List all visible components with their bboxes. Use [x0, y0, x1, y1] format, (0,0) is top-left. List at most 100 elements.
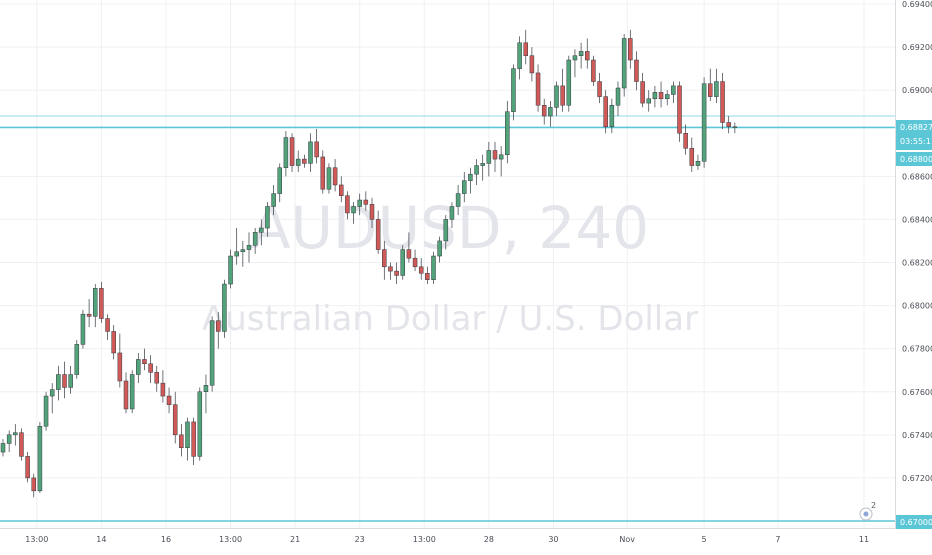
candle-body [658, 92, 664, 100]
time-tick-label: 5 [702, 535, 707, 544]
watermark: AUDUSD, 240 Australian Dollar / U.S. Dol… [202, 194, 698, 339]
time-tick-label: 14 [96, 535, 106, 544]
candle-body [517, 42, 522, 69]
candle-body [505, 111, 510, 156]
candle-body [6, 434, 12, 444]
candle-body [289, 137, 295, 166]
candle-body [394, 270, 399, 276]
candle-body [603, 96, 608, 128]
level-price-label: 0.68800 [900, 155, 932, 164]
price-axis[interactable]: 0.69400 0.69200 0.69000 0.68600 0.68400 0.682… [902, 0, 932, 483]
candle-body [13, 432, 18, 436]
candle-body [375, 219, 381, 250]
candle-body [369, 204, 375, 220]
candle-body [431, 255, 436, 280]
candle-body [492, 150, 498, 160]
candle-body [621, 38, 627, 89]
candle-body [240, 249, 246, 252]
candle-body [234, 251, 239, 257]
candle-body [117, 352, 123, 382]
watermark-symbol: AUDUSD, 240 [251, 194, 649, 262]
candle-body [209, 320, 215, 386]
price-tick-label: 0.68600 [902, 172, 932, 181]
bottom-price-label-bg [896, 515, 932, 529]
candle-body [412, 257, 418, 268]
candle-body [105, 318, 110, 332]
time-tick-label: 30 [548, 535, 558, 544]
candle-body [591, 59, 596, 82]
candle-body [31, 477, 36, 492]
time-tick-label: 21 [290, 535, 300, 544]
candle-body [148, 363, 153, 373]
time-axis[interactable]: 13:00 14 16 13:00 21 23 13:00 28 30 Nov 5 7 11 [25, 535, 869, 544]
candle-body [511, 68, 516, 112]
price-tick-label: 0.67400 [902, 431, 932, 440]
candle-body [634, 59, 639, 82]
candle-body [332, 167, 338, 186]
candle-body [246, 245, 252, 250]
candle-body [683, 133, 688, 149]
candle-body [677, 85, 682, 134]
candle-body [363, 199, 369, 205]
candle-body [179, 434, 184, 449]
candle-body [228, 255, 233, 285]
candle-body [111, 331, 116, 354]
candle-body [664, 94, 670, 100]
candle-body [62, 374, 67, 388]
candle-body [578, 51, 584, 56]
candle-body [720, 81, 725, 123]
candle-body [695, 161, 701, 166]
time-tick-label: 13:00 [219, 535, 242, 544]
grid [0, 0, 895, 528]
candle-body [339, 184, 344, 196]
candle-body [308, 141, 313, 164]
candle-body [480, 163, 485, 166]
candle-body [572, 55, 578, 61]
candle-body [474, 165, 479, 175]
candle-body [172, 404, 178, 436]
indicator-badge[interactable]: 2 [859, 501, 876, 521]
level-price-label-bg [896, 152, 932, 166]
price-tick-label: 0.67800 [902, 345, 932, 354]
candle-body [185, 421, 190, 449]
candle-body [566, 59, 572, 106]
time-tick-label: Nov [619, 535, 635, 544]
candle-body [714, 81, 719, 97]
candle-body [646, 98, 651, 104]
candle-body [271, 193, 276, 207]
time-tick-label: 13:00 [25, 535, 48, 544]
time-tick-label: 16 [161, 535, 171, 544]
candle-body [418, 266, 424, 274]
candle-body [726, 122, 731, 128]
indicator-count: 2 [871, 501, 876, 510]
candle-body [449, 206, 455, 220]
candle-body [123, 380, 129, 410]
candle-body [197, 391, 203, 457]
candle-body [468, 173, 473, 181]
candle-body [486, 150, 492, 164]
time-tick-label: 11 [859, 535, 869, 544]
candle-body [529, 55, 535, 74]
candle-body [671, 85, 676, 95]
price-tick-label: 0.67600 [902, 388, 932, 397]
candle-body [314, 141, 319, 158]
candle-body [252, 232, 258, 246]
candle-body [160, 382, 166, 397]
candle-body [129, 374, 135, 410]
countdown-label: 03:55:11 [900, 137, 932, 146]
candle-body [443, 219, 449, 242]
candle-body [345, 195, 350, 214]
candle-body [216, 320, 221, 332]
candle-body [689, 148, 695, 166]
price-tick-label: 0.68400 [902, 215, 932, 224]
candle-body [523, 42, 528, 56]
time-tick-label: 23 [355, 535, 365, 544]
horizontal-lines [0, 115, 895, 522]
price-labels: 0.68827 03:55:11 0.68800 0.67000 [896, 120, 932, 529]
candle-body [25, 456, 30, 479]
candle-body [19, 432, 24, 457]
candle-body [597, 81, 602, 97]
candle-body [609, 104, 615, 128]
